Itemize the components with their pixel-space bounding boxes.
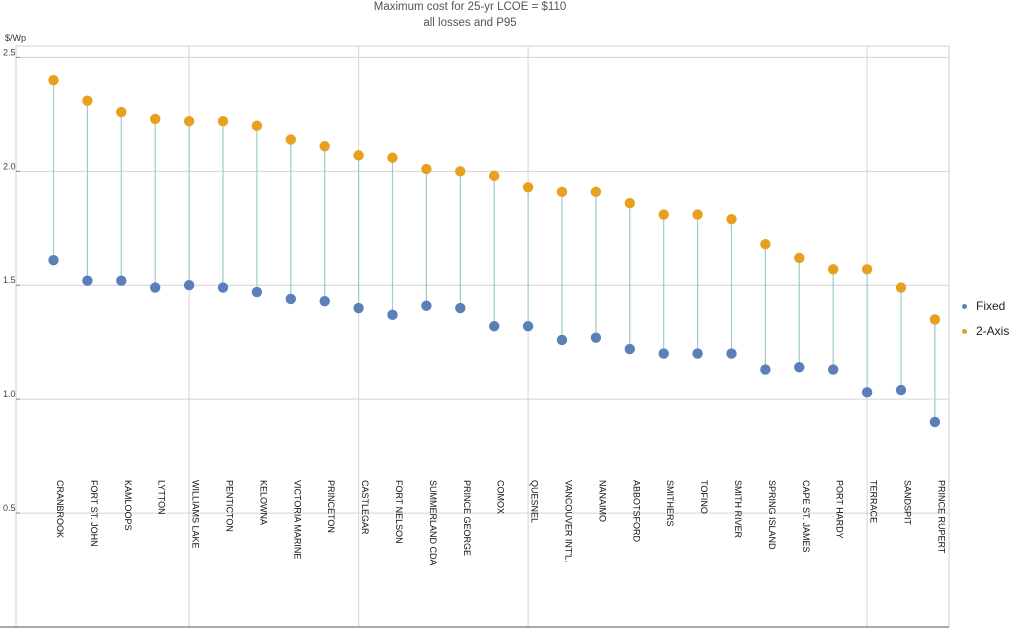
category-label: TOFINO xyxy=(699,480,709,514)
fixed-point xyxy=(522,321,534,332)
y-axis-label: $/Wp xyxy=(5,33,26,43)
fixed-point xyxy=(929,416,941,428)
y-tick-label: 1.0 xyxy=(3,389,16,399)
two-axis-point xyxy=(658,209,669,220)
legend: Fixed 2-Axis xyxy=(962,299,1009,338)
fixed-point xyxy=(217,282,229,293)
category-label: WILLIAMS LAKE xyxy=(191,480,201,549)
legend-marker-fixed xyxy=(962,304,967,310)
two-axis-point xyxy=(828,264,839,275)
category-label: ABBOTSFORD xyxy=(631,480,641,543)
category-label: PRINCE RUPERT xyxy=(936,480,946,554)
y-tick-label: 1.5 xyxy=(3,275,16,285)
legend-item-2axis[interactable]: 2-Axis xyxy=(962,324,1009,338)
two-axis-point xyxy=(726,213,737,225)
fixed-point xyxy=(150,282,161,293)
category-label: VICTORIA MARINE xyxy=(292,480,302,559)
two-axis-point xyxy=(319,141,330,152)
category-label: CAPE ST. JAMES xyxy=(801,480,811,553)
legend-label-fixed: Fixed xyxy=(976,299,1006,313)
two-axis-point xyxy=(353,150,364,161)
two-axis-point xyxy=(895,282,907,293)
y-tick-label: 2.5 xyxy=(3,47,16,57)
two-axis-point xyxy=(421,163,432,175)
fixed-point xyxy=(489,321,500,332)
category-label: SANDSPIT xyxy=(903,480,913,526)
fixed-point xyxy=(590,332,602,343)
fixed-point xyxy=(353,302,364,314)
chart-subtitle: all losses and P95 xyxy=(423,17,517,29)
fixed-point xyxy=(658,348,669,359)
fixed-point xyxy=(828,364,839,375)
fixed-point xyxy=(726,348,737,359)
two-axis-point xyxy=(48,74,59,86)
two-axis-point xyxy=(624,198,635,209)
fixed-point xyxy=(251,286,263,298)
fixed-point xyxy=(624,343,635,355)
two-axis-point xyxy=(590,186,602,198)
category-label: PENTICTON xyxy=(225,480,235,532)
legend-label-2axis: 2-Axis xyxy=(976,324,1010,338)
fixed-point xyxy=(48,254,59,266)
fixed-point xyxy=(421,300,432,311)
fixed-point xyxy=(455,302,466,314)
category-label: NANAIMO xyxy=(597,480,607,522)
two-axis-point xyxy=(150,113,161,125)
category-label: KELOWNA xyxy=(258,480,268,525)
fixed-point xyxy=(794,362,805,373)
fixed-point xyxy=(692,348,703,359)
two-axis-point xyxy=(489,170,500,182)
category-label: FORT NELSON xyxy=(394,480,404,544)
fixed-point xyxy=(760,364,771,375)
category-label: LYTTON xyxy=(157,480,167,515)
two-axis-point xyxy=(760,239,771,250)
category-label: FORT ST. JOHN xyxy=(89,480,99,547)
two-axis-point xyxy=(929,314,941,325)
two-axis-point xyxy=(217,115,229,127)
fixed-point xyxy=(82,275,93,286)
fixed-point xyxy=(387,309,398,321)
category-label: PORT HARDY xyxy=(835,480,845,539)
category-label: SMITH RIVER xyxy=(733,480,743,539)
category-label: SPRING ISLAND xyxy=(767,480,777,550)
fixed-point xyxy=(183,280,195,291)
category-label: TERRACE xyxy=(869,480,879,523)
legend-marker-2axis xyxy=(962,329,967,335)
chart-title: Maximum cost for 25-yr LCOE = $110 xyxy=(373,1,567,13)
category-label: VANCOUVER INT'L. xyxy=(564,480,574,563)
category-label: PRINCE GEORGE xyxy=(462,480,472,556)
two-axis-point xyxy=(387,152,398,163)
category-label: COMOX xyxy=(496,480,506,514)
two-axis-point xyxy=(183,115,195,127)
two-axis-point xyxy=(82,95,93,106)
category-label: CASTLEGAR xyxy=(360,480,370,535)
category-label: CRANBROOK xyxy=(55,480,65,538)
fixed-point xyxy=(861,387,873,398)
two-axis-point xyxy=(692,209,703,220)
fixed-point xyxy=(895,384,907,396)
two-axis-point xyxy=(285,134,296,145)
y-tick-label: 0.5 xyxy=(3,503,16,513)
fixed-point xyxy=(285,293,296,305)
y-tick-label: 2.0 xyxy=(3,161,16,171)
fixed-point xyxy=(116,275,127,286)
fixed-point xyxy=(556,334,568,346)
two-axis-point xyxy=(251,120,263,131)
category-label: QUESNEL xyxy=(530,480,540,523)
two-axis-point xyxy=(116,106,127,118)
two-axis-point xyxy=(861,264,873,275)
two-axis-point xyxy=(556,186,568,198)
category-label: SMITHERS xyxy=(665,480,675,527)
legend-item-fixed[interactable]: Fixed xyxy=(962,299,1009,313)
two-axis-point xyxy=(522,182,534,193)
category-label: PRINCETON xyxy=(326,480,336,533)
fixed-point xyxy=(319,295,330,307)
category-label: KAMLOOPS xyxy=(123,480,133,531)
two-axis-point xyxy=(455,166,466,177)
two-axis-point xyxy=(794,252,805,264)
category-label: SUMMERLAND CDA xyxy=(428,480,438,566)
